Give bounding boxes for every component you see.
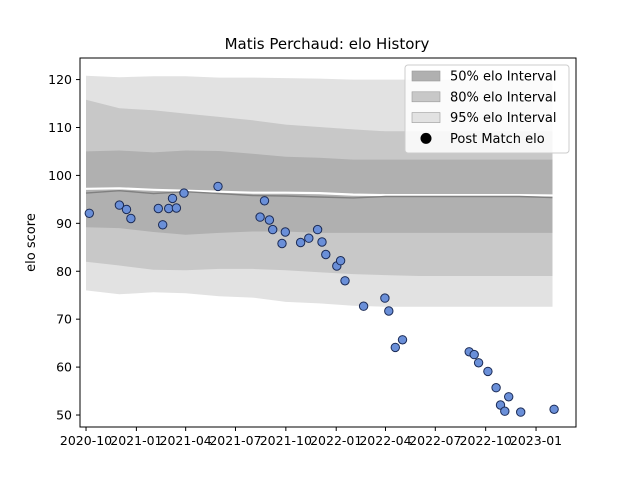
x-tick-label: 2021-07	[209, 433, 261, 448]
legend-swatch	[411, 112, 441, 123]
x-tick-label: 2022-01	[310, 433, 362, 448]
elo-point	[469, 349, 479, 360]
legend-label: 50% elo Interval	[450, 70, 557, 85]
elo-point	[158, 220, 168, 230]
y-tick-label: 50	[56, 408, 72, 423]
elo-point	[483, 366, 493, 377]
x-tick-label: 2023-01	[510, 433, 562, 448]
elo-point	[491, 383, 501, 393]
y-tick-label: 110	[48, 120, 72, 135]
y-tick-label: 70	[56, 312, 72, 327]
elo-point	[164, 203, 174, 214]
elo-point	[126, 213, 136, 224]
axes-frame	[79, 57, 577, 428]
elo-point	[259, 196, 270, 206]
legend-box	[404, 64, 570, 154]
legend: 50% elo Interval 80% elo Interval 95% elo …	[404, 64, 570, 154]
median-elo-line	[85, 189, 553, 199]
elo-point	[504, 392, 514, 402]
elo-point	[213, 181, 223, 192]
elo-point	[280, 227, 290, 237]
elo-point	[358, 301, 369, 311]
elo-point	[277, 238, 287, 249]
elo-point	[114, 200, 125, 210]
y-tick-label: 80	[56, 264, 72, 279]
y-tick-label: 100	[48, 168, 72, 183]
elo-point	[295, 237, 306, 248]
x-tick-label: 2020-10	[60, 433, 112, 448]
y-tick-label: 60	[56, 360, 72, 375]
y-axis-label: elo score	[24, 213, 39, 272]
y-axis: 50 60 70 80 90 100 110 120	[48, 72, 80, 423]
elo-point	[397, 335, 408, 345]
elo-point	[268, 224, 278, 235]
elo-point	[312, 224, 323, 235]
elo-point	[340, 276, 350, 286]
legend-label: 80% elo Interval	[450, 90, 557, 105]
x-tick-label: 2022-07	[409, 433, 461, 448]
x-tick-label: 2021-01	[110, 433, 162, 448]
elo-point	[171, 203, 182, 213]
y-tick-label: 90	[56, 216, 72, 231]
elo-point	[390, 342, 400, 353]
x-axis: 2020-102021-012021-042021-072021-102022-…	[60, 427, 562, 448]
legend-swatch	[411, 91, 441, 103]
legend-label: 95% elo Interval	[450, 111, 557, 126]
elo-point	[179, 188, 189, 198]
legend-label: Post Match elo	[450, 132, 545, 147]
y-tick-label: 120	[48, 72, 72, 87]
elo-point	[84, 208, 95, 219]
elo-point	[167, 193, 178, 204]
elo-point	[153, 203, 164, 214]
x-tick-label: 2021-10	[260, 433, 312, 448]
elo-point	[380, 293, 390, 303]
x-tick-label: 2022-04	[359, 433, 411, 448]
elo-point	[500, 406, 510, 416]
elo-point	[317, 237, 327, 247]
elo-point	[321, 249, 331, 260]
legend-marker	[420, 132, 432, 144]
elo-point	[255, 212, 265, 222]
elo-point	[384, 306, 394, 316]
elo-point	[473, 358, 484, 368]
elo-point	[516, 407, 526, 417]
elo-point	[304, 233, 314, 243]
elo-point	[549, 404, 559, 414]
elo-point	[335, 256, 346, 266]
mean-elo-line	[85, 187, 553, 197]
legend-swatch	[411, 70, 441, 82]
elo-point	[264, 215, 275, 225]
elo-point	[121, 204, 132, 215]
x-tick-label: 2021-04	[160, 433, 212, 448]
x-tick-label: 2022-10	[460, 433, 512, 448]
chart-title: Matis Perchaud: elo History	[225, 35, 430, 53]
